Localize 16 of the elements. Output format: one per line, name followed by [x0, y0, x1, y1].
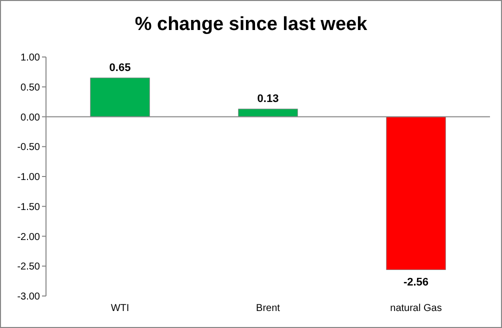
data-label: 0.65 [109, 62, 131, 74]
x-tick-label: WTI [110, 303, 130, 314]
y-tick-label: -0.50 [17, 142, 40, 154]
x-tick-label: natural Gas [390, 303, 442, 314]
y-tick-label: -1.50 [17, 202, 40, 213]
data-label: -2.56 [403, 276, 429, 289]
data-label: 0.13 [257, 92, 279, 105]
y-tick-label: -2.00 [17, 232, 40, 243]
x-tick-label: Brent [256, 303, 280, 314]
y-tick-label: 0.50 [20, 82, 40, 94]
chart-title: % change since last week [134, 14, 368, 35]
y-tick-label: -2.50 [17, 262, 40, 273]
y-tick-label: -3.00 [17, 292, 40, 302]
y-tick-label: 1.00 [20, 52, 40, 64]
y-tick-label: -1.00 [17, 172, 40, 183]
y-tick-label: 0.00 [20, 112, 40, 124]
